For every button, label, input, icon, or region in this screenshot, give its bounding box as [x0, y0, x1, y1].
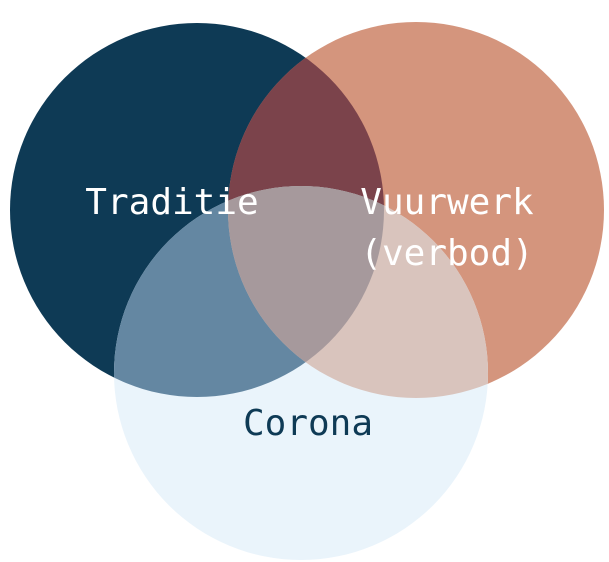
- label-corona: Corona: [243, 403, 373, 444]
- label-vuurwerk: Vuurwerk: [360, 182, 534, 223]
- label-verbod: (verbod): [360, 233, 533, 274]
- label-traditie: Traditie: [85, 182, 258, 223]
